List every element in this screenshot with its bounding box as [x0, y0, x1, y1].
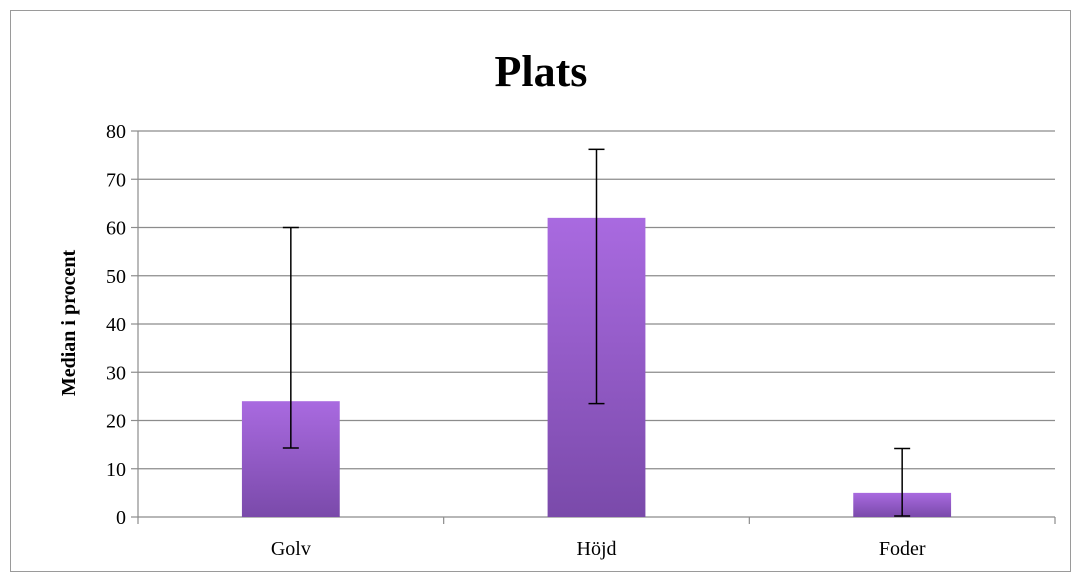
bars — [241, 217, 952, 517]
y-tick-labels: 0 10 20 30 40 50 60 70 80 — [106, 121, 126, 529]
error-bar-höjd — [588, 148, 605, 405]
x-tick-labels: Golv Höjd Foder — [271, 538, 926, 560]
y-tick-label: 70 — [106, 169, 126, 191]
y-tick-label: 40 — [106, 314, 126, 336]
chart-frame — [10, 10, 1071, 572]
y-tick-label: 0 — [116, 507, 126, 529]
y-tick-label: 50 — [106, 266, 126, 288]
y-tick-label: 80 — [106, 121, 126, 143]
y-tick-label: 30 — [106, 362, 126, 384]
x-tick-label: Golv — [271, 538, 311, 560]
error-bars — [282, 148, 911, 517]
y-tick-label: 20 — [106, 411, 126, 433]
error-bar-foder — [894, 447, 911, 517]
y-tick-label: 10 — [106, 459, 126, 481]
y-tick-label: 60 — [106, 218, 126, 240]
x-tick-label: Höjd — [577, 538, 617, 560]
error-bar-golv — [282, 226, 299, 449]
x-tick-label: Foder — [879, 538, 926, 560]
y-axis-label: Median i procent — [58, 250, 80, 397]
chart-title: Plats — [495, 47, 588, 96]
